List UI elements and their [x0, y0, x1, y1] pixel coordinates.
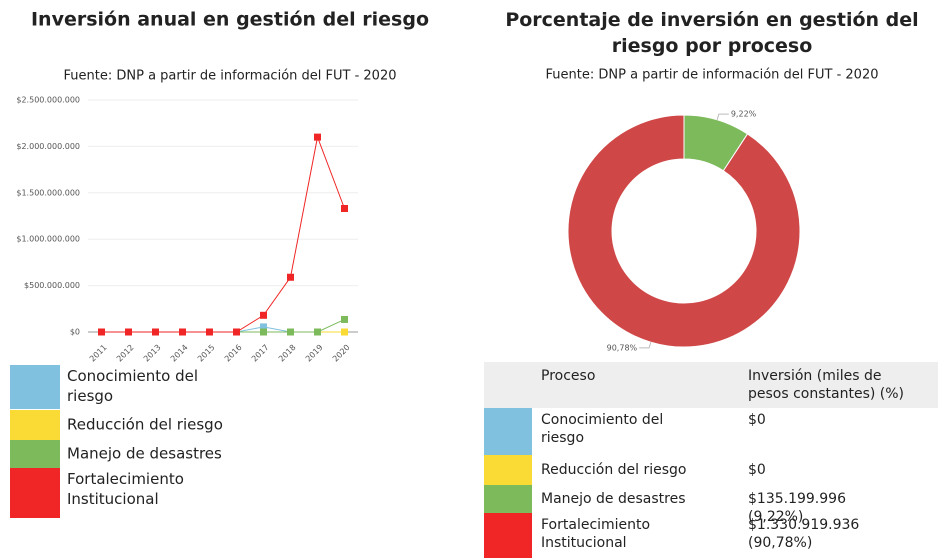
- table-header-bg: [484, 362, 938, 408]
- legend-swatch: [10, 410, 60, 440]
- y-tick-label: $1.500.000.000: [16, 188, 80, 197]
- y-tick-label: $2.000.000.000: [16, 142, 80, 151]
- point-marker: [179, 328, 186, 336]
- row-swatch: [484, 455, 532, 485]
- row-swatch: [484, 513, 532, 558]
- y-tick-label: $0: [70, 328, 80, 337]
- row-swatch: [484, 485, 532, 513]
- table-header: Proceso: [541, 368, 595, 384]
- point-marker: [341, 204, 348, 212]
- table-cell: $0: [748, 462, 766, 478]
- point-marker: [341, 315, 348, 323]
- pie-subtitle: Fuente: DNP a partir de información del …: [546, 68, 879, 83]
- x-tick-label: 2012: [115, 343, 136, 364]
- series-line: [101, 135, 345, 333]
- x-tick-label: 2015: [196, 343, 217, 364]
- legend-label: Conocimiento del riesgo: [67, 367, 198, 405]
- y-tick-label: $500.000.000: [24, 281, 80, 290]
- x-tick-label: 2020: [331, 343, 352, 364]
- point-marker: [125, 328, 132, 336]
- y-tick-label: $1.000.000.000: [16, 235, 80, 244]
- x-tick-label: 2016: [223, 343, 244, 364]
- x-tick-label: 2017: [250, 343, 271, 364]
- legend-swatch: [10, 365, 60, 409]
- point-marker: [341, 328, 348, 336]
- point-marker: [260, 323, 267, 331]
- legend-label: Manejo de desastres: [67, 445, 222, 463]
- table-cell: $135.199.996 (9,22%): [748, 491, 846, 525]
- series-line: [101, 326, 345, 333]
- table-cell: Reducción del riesgo: [541, 462, 687, 478]
- table-cell: Fortalecimiento Institucional: [541, 517, 650, 551]
- label-leader: [639, 342, 652, 349]
- x-tick-label: 2013: [142, 343, 163, 364]
- table-cell: Manejo de desastres: [541, 491, 686, 507]
- point-marker: [314, 133, 321, 141]
- point-marker: [152, 328, 159, 336]
- point-marker: [206, 328, 213, 336]
- legend-label: Reducción del riesgo: [67, 416, 223, 434]
- donut-slice: [567, 114, 801, 348]
- line-title: Inversión anual en gestión del riesgo: [31, 9, 429, 31]
- x-tick-label: 2011: [88, 343, 109, 364]
- slice-label: 90,78%: [607, 343, 638, 352]
- series-line: [101, 318, 345, 333]
- x-tick-label: 2014: [169, 343, 190, 364]
- point-marker: [260, 328, 267, 336]
- table-cell: Conocimiento del riesgo: [541, 412, 663, 446]
- point-marker: [287, 273, 294, 281]
- x-tick-label: 2019: [304, 343, 325, 364]
- table-cell: $1.330.919.936 (90,78%): [748, 517, 859, 551]
- table-cell: $0: [748, 412, 766, 428]
- point-marker: [260, 311, 267, 319]
- pie-title: Porcentaje de inversión en gestión del ri…: [505, 9, 918, 57]
- legend-swatch: [10, 468, 60, 518]
- x-tick-label: 2018: [277, 343, 298, 364]
- point-marker: [287, 328, 294, 336]
- point-marker: [98, 328, 105, 336]
- point-marker: [314, 328, 321, 336]
- row-swatch: [484, 408, 532, 455]
- line-subtitle: Fuente: DNP a partir de información del …: [64, 69, 397, 84]
- point-marker: [233, 328, 240, 336]
- slice-label: 9,22%: [731, 110, 757, 119]
- legend-label: Fortalecimiento Institucional: [67, 470, 184, 508]
- legend-swatch: [10, 440, 60, 468]
- y-tick-label: $2.500.000.000: [16, 96, 80, 105]
- table-header: Inversión (miles de pesos constantes) (%): [748, 368, 904, 402]
- label-leader: [716, 113, 729, 120]
